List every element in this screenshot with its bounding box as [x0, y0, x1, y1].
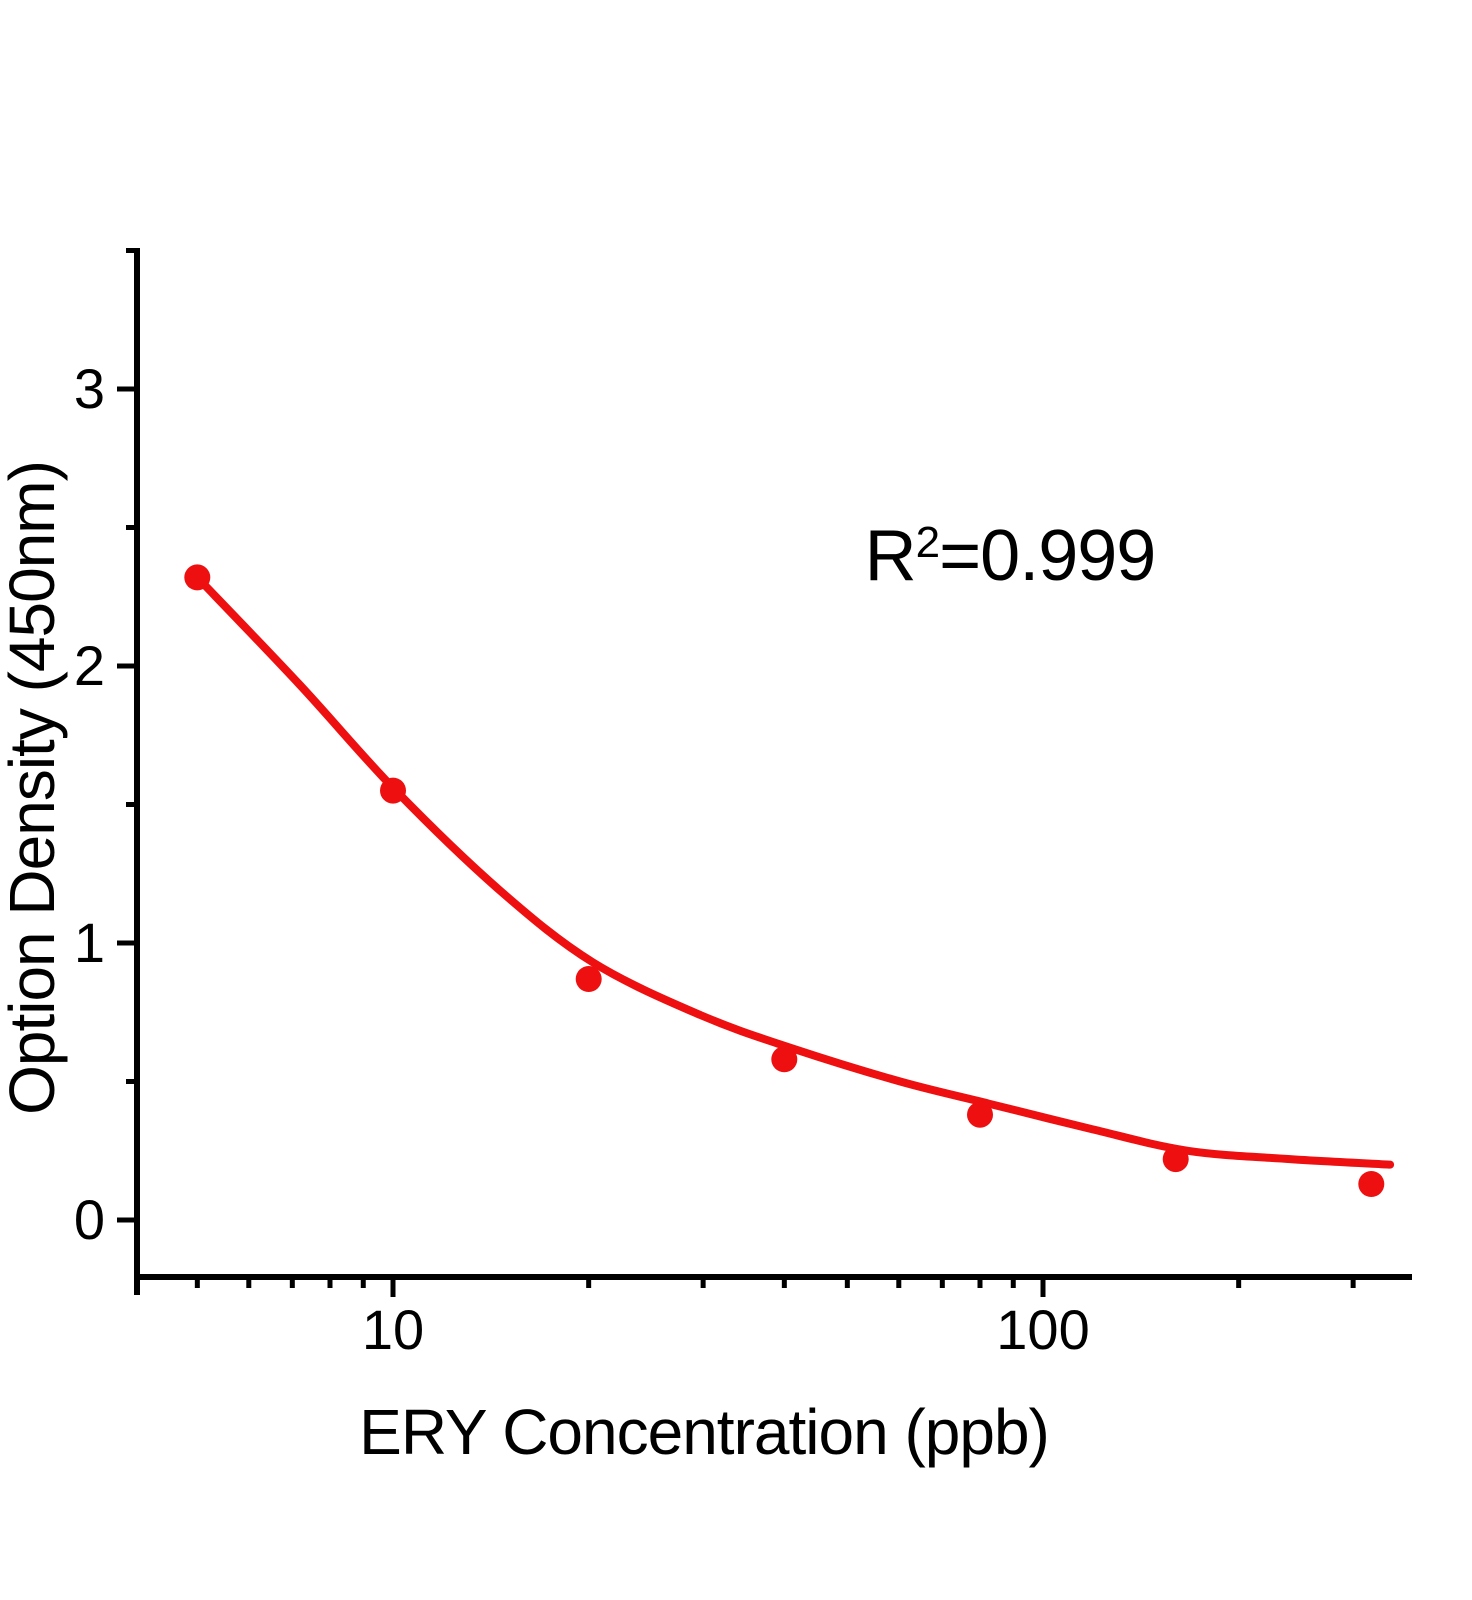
y-tick-label: 2 — [74, 634, 105, 697]
data-point — [184, 564, 211, 591]
x-tick-label: 100 — [996, 1298, 1089, 1361]
data-point — [575, 966, 602, 992]
data-point — [380, 777, 406, 804]
axes-lines — [134, 248, 1412, 1295]
data-point — [771, 1046, 798, 1073]
x-axis-title: ERY Concentration (ppb) — [359, 1396, 1050, 1468]
y-tick-label: 0 — [74, 1188, 105, 1251]
data-point — [1162, 1146, 1189, 1173]
r-squared-exponent: 2 — [915, 518, 941, 568]
y-tick-label: 1 — [74, 911, 105, 974]
r-squared-value: =0.999 — [939, 516, 1156, 596]
x-tick-label: 10 — [362, 1298, 424, 1361]
r-squared-annotation: R2=0.999 — [864, 515, 1157, 597]
y-tick-label: 3 — [74, 357, 105, 420]
data-point — [967, 1101, 993, 1128]
y-axis-title: Option Density (450nm) — [0, 461, 68, 1115]
data-point — [1358, 1171, 1385, 1197]
fit-curve — [193, 573, 1395, 1169]
r-squared-base: R — [864, 516, 917, 596]
